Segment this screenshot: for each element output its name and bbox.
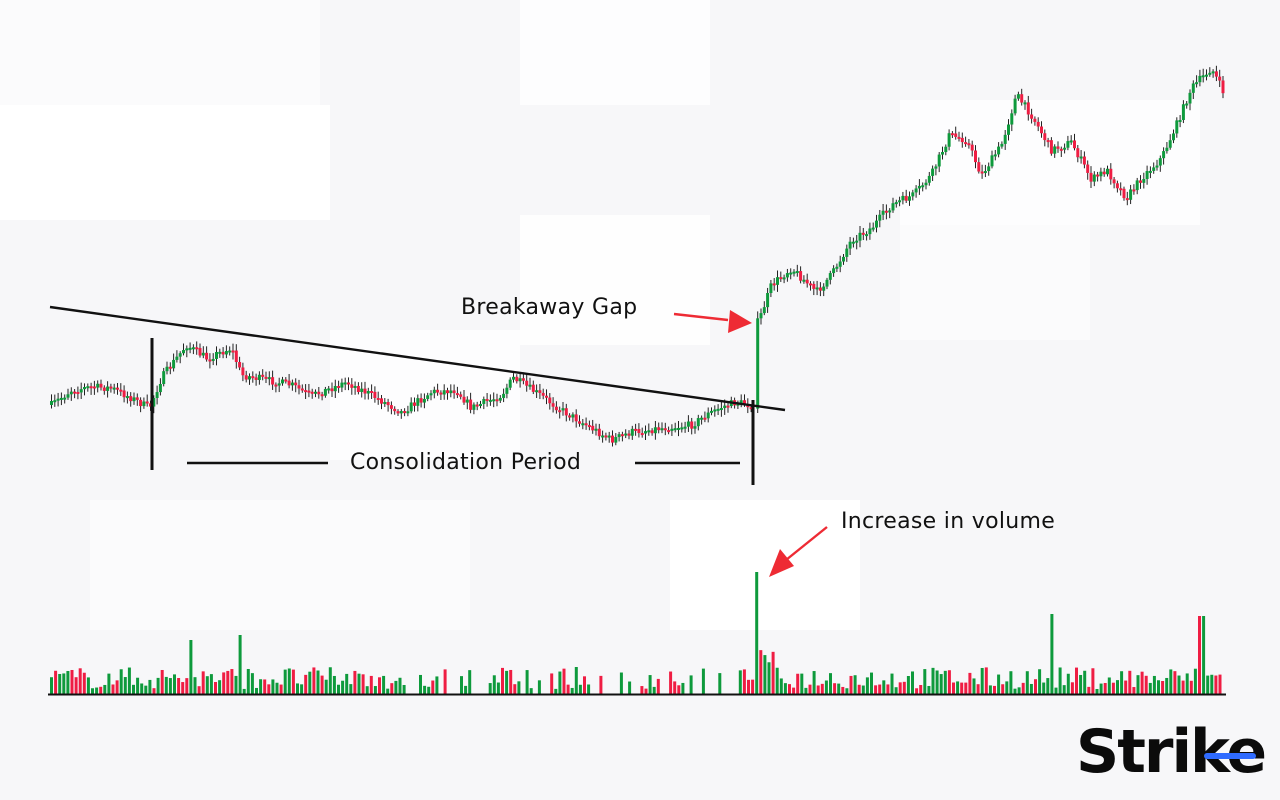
bg-tile (670, 500, 860, 630)
breakaway-gap-arrow (673, 310, 752, 333)
increase-in-volume-label: Increase in volume (841, 509, 1056, 534)
bg-tile (90, 500, 470, 630)
bg-tile (520, 215, 710, 345)
descending-trendline (49, 305, 786, 412)
volume-bars (50, 572, 1222, 694)
volume-arrow (769, 526, 828, 577)
bg-tile (520, 0, 710, 105)
logo-text: Strike (1076, 717, 1267, 787)
bg-tile (0, 105, 330, 220)
bg-tile (0, 0, 320, 105)
bg-tile (900, 225, 1090, 340)
breakaway-gap-label: Breakaway Gap (461, 295, 638, 320)
candlesticks (50, 65, 1225, 447)
strike-logo: Strike (1076, 722, 1267, 782)
consolidation-period-label: Consolidation Period (350, 450, 582, 475)
bg-tile (900, 100, 1200, 225)
logo-accent-arrow-icon (1204, 753, 1256, 759)
